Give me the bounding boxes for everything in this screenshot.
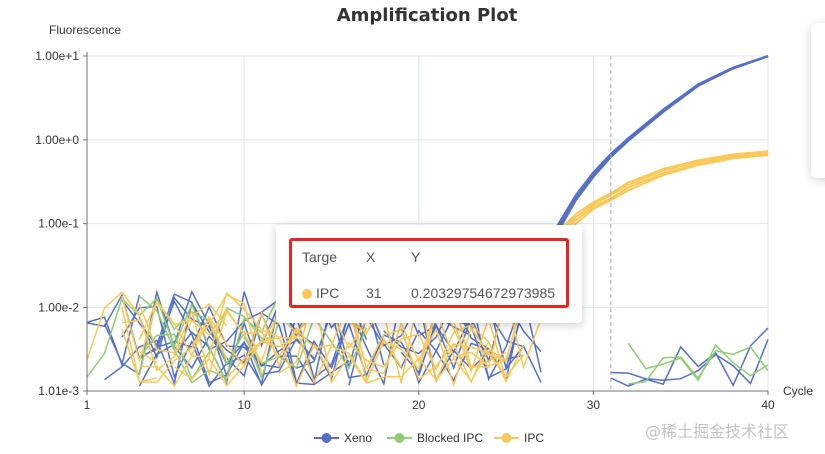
series-color-dot-icon	[302, 289, 312, 299]
legend-item-label: IPC	[524, 431, 544, 445]
x-axis-ticks: 1 10 20 30 40	[84, 391, 775, 412]
legend-item-label: Xeno	[344, 431, 372, 445]
y-axis-ticks: 1.01e-3 1.00e-2 1.00e-1 1.00e+0 1.00e+1	[35, 49, 87, 398]
noise-line	[121, 306, 157, 383]
noise-line	[610, 339, 769, 385]
chart-title: Amplification Plot	[337, 5, 518, 26]
noise-line	[121, 293, 263, 384]
tooltip-target-label: IPC	[316, 285, 340, 301]
tooltip-header-x: X	[366, 249, 376, 265]
x-tick-label: 20	[412, 398, 426, 412]
y-tick-label: 1.00e+1	[35, 49, 79, 63]
side-panel	[811, 23, 825, 178]
legend-marker-icon	[501, 433, 512, 443]
tooltip-y-value: 0.20329754672973985	[411, 285, 556, 301]
y-tick-label: 1.00e-2	[38, 301, 79, 315]
tooltip: Targe X Y IPC 31 0.20329754672973985	[276, 225, 582, 323]
noise-line	[365, 328, 490, 384]
legend-marker-icon	[321, 433, 332, 443]
x-axis-name: Cycle	[783, 384, 813, 398]
noise-line	[121, 295, 192, 364]
noise-line	[418, 295, 525, 388]
baseline-noise-lines	[86, 289, 769, 389]
noise-line	[138, 296, 350, 386]
noise-line	[173, 293, 507, 387]
noise-line	[138, 303, 402, 385]
y-axis-name: Fluorescence	[49, 23, 121, 37]
x-tick-label: 40	[761, 398, 775, 412]
x-tick-label: 30	[587, 398, 601, 412]
noise-line	[138, 293, 280, 384]
x-tick-label: 1	[84, 398, 91, 412]
y-tick-label: 1.00e-1	[38, 217, 79, 231]
legend-marker-icon	[394, 433, 405, 443]
noise-line	[627, 342, 769, 382]
tooltip-header-y: Y	[411, 249, 421, 265]
watermark: @稀土掘金技术社区	[645, 422, 790, 441]
x-tick-label: 10	[237, 398, 251, 412]
noise-line	[243, 316, 368, 370]
y-tick-label: 1.00e+0	[35, 133, 79, 147]
tooltip-header-target: Targe	[302, 249, 338, 265]
y-tick-label: 1.01e-3	[38, 384, 79, 398]
noise-line	[628, 346, 769, 385]
legend[interactable]: Xeno Blocked IPC IPC	[314, 431, 544, 445]
tooltip-highlight-box: Targe X Y IPC 31 0.20329754672973985	[289, 238, 569, 308]
tooltip-target: IPC	[302, 283, 339, 303]
tooltip-x-value: 31	[366, 285, 382, 301]
noise-line	[139, 291, 507, 389]
noise-line	[435, 292, 542, 370]
noise-line	[191, 316, 228, 360]
legend-item-label: Blocked IPC	[417, 431, 483, 445]
